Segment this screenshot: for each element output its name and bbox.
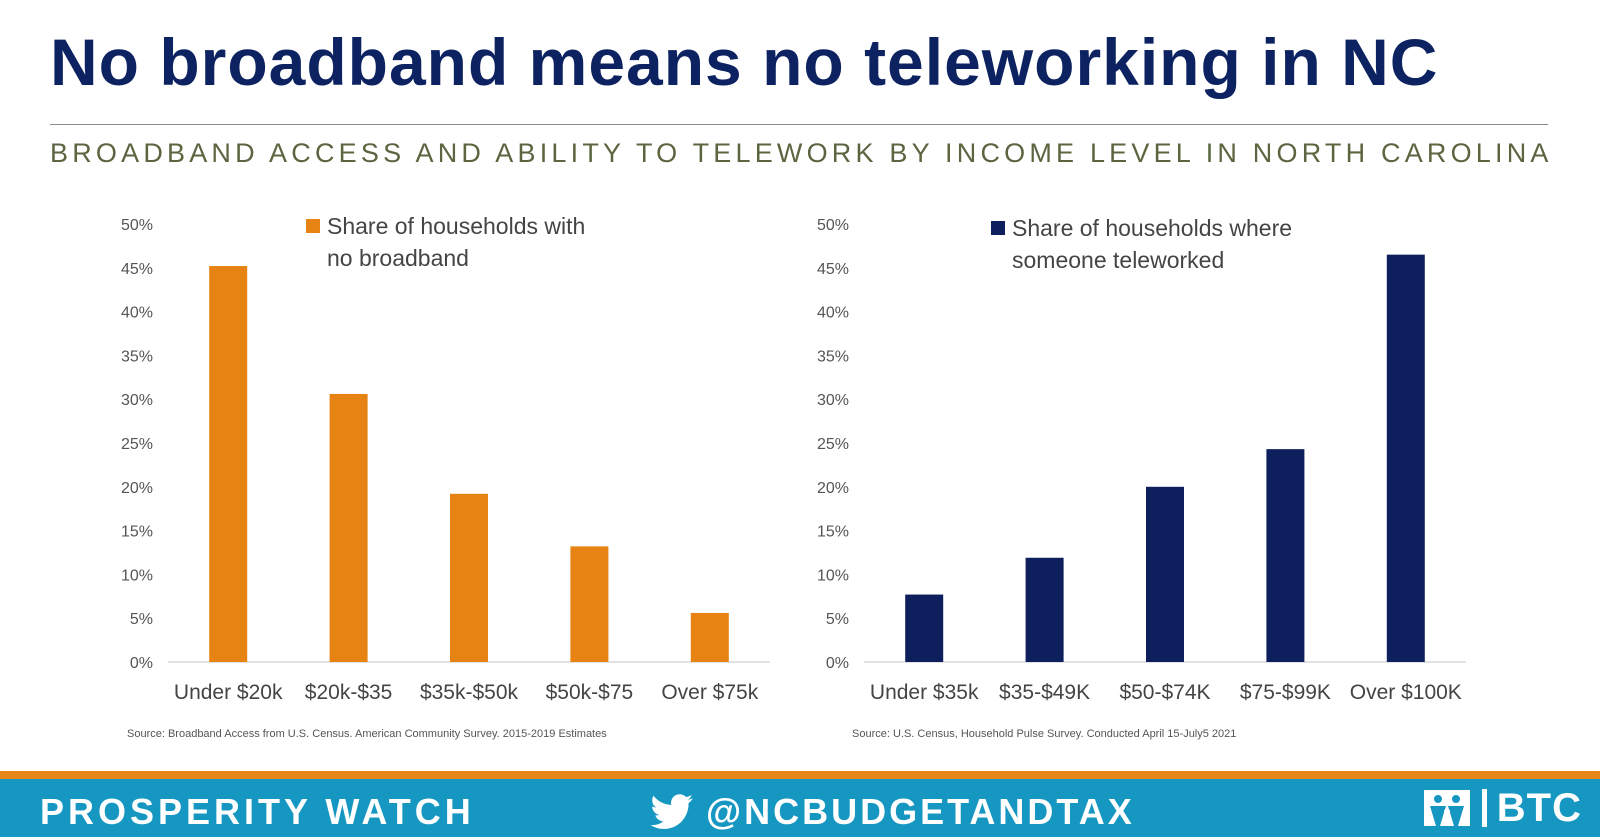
x-tick-label: $50-$74K [1119,681,1210,704]
y-tick-label: 10% [121,567,153,584]
telework-chart-source: Source: U.S. Census, Household Pulse Sur… [852,728,1237,740]
y-tick-label: 25% [121,436,153,453]
page-subtitle: BROADBAND ACCESS AND ABILITY TO TELEWORK… [50,138,1553,168]
legend-label: Share of households with [327,213,585,239]
legend-swatch [991,221,1005,235]
bar [905,594,944,662]
x-tick-label: Under $20k [174,681,283,704]
broadband-chart-source: Source: Broadband Access from U.S. Censu… [127,728,607,740]
twitter-handle-text: @NCBUDGETANDTAX [706,791,1135,832]
twitter-bird-icon [650,794,693,829]
y-tick-label: 0% [826,655,849,672]
telework-chart: 0% 5% 10% 15% 20% 25% 30% 35% 40% 45% 50% Under $35… [817,215,1466,704]
legend-swatch [306,219,320,233]
y-tick-label: 35% [817,348,849,365]
footer-bar: PROSPERITY WATCH @NCBUDGETANDTAX BTC [0,779,1600,837]
bar [570,546,609,662]
y-tick-label: 0% [130,655,153,672]
x-tick-label: $35k-$50k [420,681,519,704]
legend-label: someone teleworked [1012,247,1224,273]
bar [209,266,248,662]
bar [329,393,368,662]
bar [450,493,488,662]
y-tick-label: 5% [826,611,849,628]
btc-logo: BTC [1423,785,1582,830]
footer-accent-stripe [0,771,1600,779]
bar [1146,486,1184,662]
y-tick-label: 10% [817,567,849,584]
bar [1025,557,1064,662]
y-tick-label: 25% [817,436,849,453]
bar [1266,449,1305,662]
legend-label: Share of households where [1012,215,1292,241]
y-tick-label: 30% [817,392,849,409]
y-tick-label: 15% [121,524,153,541]
x-tick-label: $75-$99K [1240,681,1331,704]
x-tick-label: $50k-$75 [546,681,634,704]
bar [690,612,729,662]
y-tick-label: 30% [121,392,153,409]
nc-justice-center-logo [1423,790,1470,826]
y-tick-label: 40% [817,305,849,322]
y-tick-label: 50% [121,217,153,234]
y-tick-label: 5% [130,611,153,628]
x-tick-label: Under $35k [870,681,979,704]
x-tick-label: Over $100K [1350,681,1462,704]
legend-label: no broadband [327,245,469,271]
y-tick-label: 40% [121,305,153,322]
page-title: No broadband means no teleworking in NC [50,25,1439,99]
broadband-chart: 0% 5% 10% 15% 20% 25% 30% 35% 40% 45% 50% Under $20… [121,213,770,704]
y-tick-label: 15% [817,524,849,541]
x-tick-label: $35-$49K [999,681,1090,704]
y-tick-label: 35% [121,348,153,365]
y-tick-label: 20% [817,480,849,497]
logo-text: BTC [1496,785,1582,830]
footer-brand: PROSPERITY WATCH [40,791,475,832]
y-tick-label: 45% [121,261,153,278]
title-divider [50,124,1548,125]
x-tick-label: Over $75k [661,681,758,704]
bar [1386,254,1425,662]
twitter-handle-link[interactable]: @NCBUDGETANDTAX [650,791,1135,833]
y-tick-label: 50% [817,217,849,234]
x-tick-label: $20k-$35 [305,681,393,704]
logo-divider [1481,789,1487,827]
y-tick-label: 20% [121,480,153,497]
y-tick-label: 45% [817,261,849,278]
